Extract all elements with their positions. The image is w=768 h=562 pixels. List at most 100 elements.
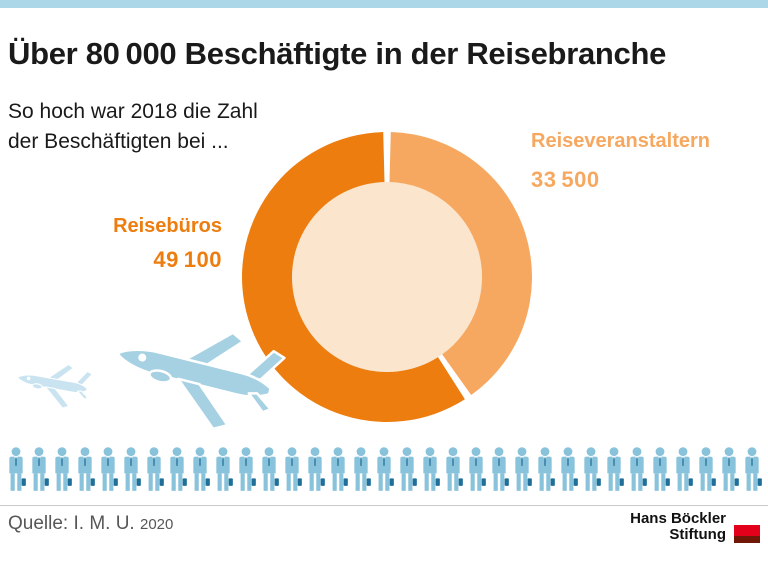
person-tie (268, 457, 270, 466)
person-leg (339, 473, 344, 491)
person-tie (567, 457, 569, 466)
person-tie (61, 457, 63, 466)
person-icon (676, 447, 693, 491)
person-icon (262, 447, 279, 491)
person-icon (124, 447, 141, 491)
person-leg (263, 473, 268, 491)
person-head (655, 447, 665, 457)
person-briefcase (550, 478, 555, 486)
person-briefcase (205, 478, 210, 486)
person-tie (153, 457, 155, 466)
person-head (747, 447, 757, 457)
source-note: Quelle: I. M. U. 2020 (8, 513, 173, 535)
person-tie (544, 457, 546, 466)
person-tie (245, 457, 247, 466)
person-leg (33, 473, 38, 491)
person-tie (636, 457, 638, 466)
person-icon (147, 447, 164, 491)
person-leg (316, 473, 321, 491)
person-tie (337, 457, 339, 466)
person-tie (705, 457, 707, 466)
person-icon (423, 447, 440, 491)
person-tie (406, 457, 408, 466)
person-briefcase (44, 478, 49, 486)
person-leg (148, 473, 153, 491)
person-tie (222, 457, 224, 466)
person-head (57, 447, 67, 457)
person-leg (615, 473, 620, 491)
person-icon (377, 447, 394, 491)
person-icon (561, 447, 578, 491)
person-briefcase (573, 478, 578, 486)
person-icon (653, 447, 670, 491)
person-tie (659, 457, 661, 466)
person-icon (400, 447, 417, 491)
person-leg (201, 473, 206, 491)
person-leg (700, 473, 705, 491)
person-icon (193, 447, 210, 491)
person-tie (475, 457, 477, 466)
person-head (448, 447, 458, 457)
segment-value: 33 500 (531, 167, 600, 192)
person-tie (751, 457, 753, 466)
person-leg (523, 473, 528, 491)
person-head (241, 447, 251, 457)
person-tie (199, 457, 201, 466)
person-tie (728, 457, 730, 466)
airplane-small-icon (12, 355, 94, 413)
person-icon (55, 447, 72, 491)
person-head (701, 447, 711, 457)
person-head (609, 447, 619, 457)
person-leg (125, 473, 130, 491)
segment-name: Reiseveranstaltern (531, 130, 710, 152)
person-head (379, 447, 389, 457)
person-head (724, 447, 734, 457)
person-head (471, 447, 481, 457)
person-leg (516, 473, 521, 491)
person-head (678, 447, 688, 457)
person-briefcase (251, 478, 256, 486)
person-icon (170, 447, 187, 491)
person-briefcase (320, 478, 325, 486)
segment-label-reiseveranstalter: Reiseveranstaltern 33 500 (531, 130, 710, 193)
person-leg (684, 473, 689, 491)
person-head (333, 447, 343, 457)
subtitle-line-1: So hoch war 2018 die Zahl (8, 100, 258, 123)
person-leg (63, 473, 68, 491)
logo-mark-dark (734, 536, 760, 543)
person-briefcase (527, 478, 532, 486)
person-leg (493, 473, 498, 491)
person-head (149, 447, 159, 457)
person-leg (539, 473, 544, 491)
person-leg (79, 473, 84, 491)
person-head (632, 447, 642, 457)
person-briefcase (366, 478, 371, 486)
person-icon (331, 447, 348, 491)
person-leg (240, 473, 245, 491)
donut-chart (241, 132, 532, 423)
person-icon (607, 447, 624, 491)
person-leg (638, 473, 643, 491)
person-leg (401, 473, 406, 491)
segment-label-reisebueros: Reisebüros 49 100 (113, 215, 222, 273)
person-tie (498, 457, 500, 466)
person-head (586, 447, 596, 457)
person-briefcase (389, 478, 394, 486)
person-briefcase (228, 478, 233, 486)
person-leg (178, 473, 183, 491)
person-tie (314, 457, 316, 466)
person-tie (107, 457, 109, 466)
person-icon (745, 447, 762, 491)
person-tie (383, 457, 385, 466)
person-leg (592, 473, 597, 491)
person-head (310, 447, 320, 457)
person-briefcase (412, 478, 417, 486)
page-title: Über 80 000 Beschäftigte in der Reisebra… (8, 36, 667, 71)
subtitle-line-2: der Beschäftigten bei ... (8, 130, 229, 153)
person-briefcase (734, 478, 739, 486)
person-icon (32, 447, 49, 491)
person-briefcase (297, 478, 302, 486)
person-head (126, 447, 136, 457)
person-leg (224, 473, 229, 491)
person-leg (194, 473, 199, 491)
